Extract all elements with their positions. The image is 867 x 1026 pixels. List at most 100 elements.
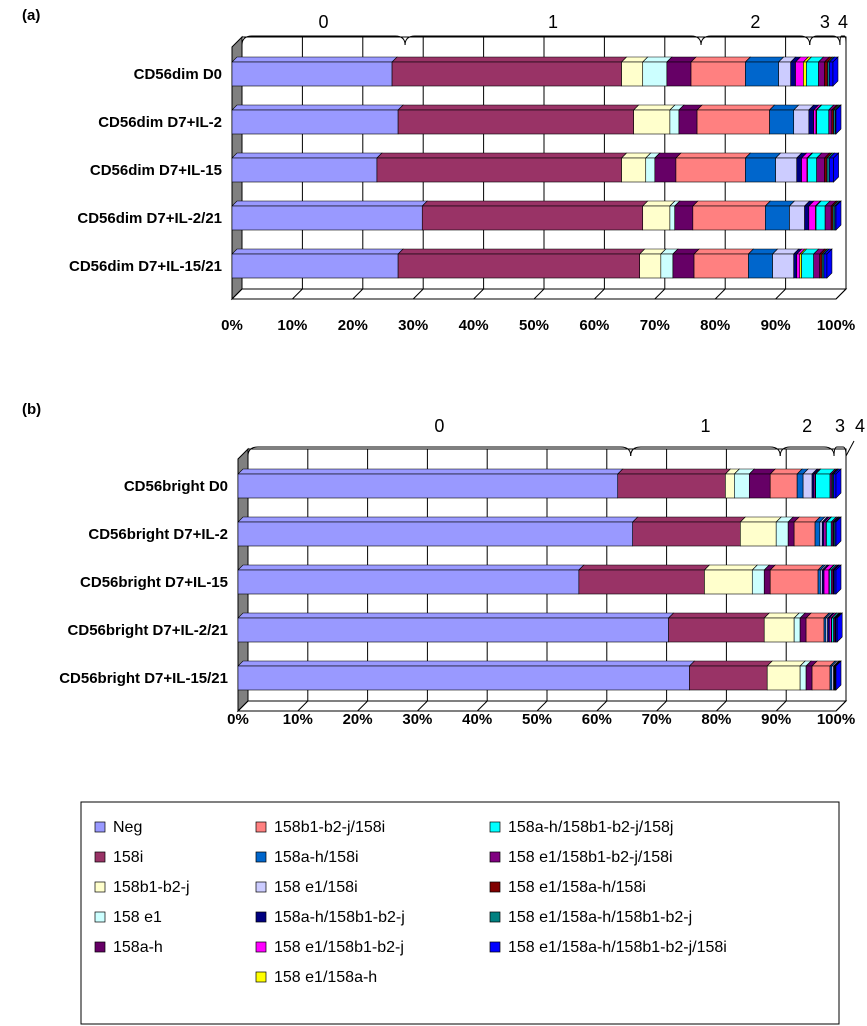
group-brace [779,446,835,457]
bar-segment-top [667,612,770,619]
bar-segment-158b1-b2-j-158i [675,157,746,183]
group-brace [700,35,811,46]
bar-segment-158b1-b2-j [633,109,671,135]
gridline-floor [417,700,428,712]
bar-segment-top [766,660,806,667]
bar-end-face [835,516,842,547]
bar-segment-158-e1-158b1-b2-j [823,569,830,595]
legend-entry: 158b1-b2-j/158i [274,819,385,836]
category-label: CD56bright D7+IL-2 [88,526,228,543]
bar-segment-158-e1-158b1-b2-j [813,109,817,135]
legend-swatch [255,971,267,983]
bar-segment-top [231,152,383,159]
group-brace [247,446,632,457]
bar-segment-top [632,104,676,111]
bar-end-face [832,56,839,87]
bar-segment-neg [231,205,423,231]
bar-segment-158a-h [799,617,807,643]
group-brace [833,446,847,457]
gridline-floor [596,700,608,712]
bar-segment-158-e1-158b1-b2-j [801,157,808,183]
legend-entry: Neg [113,819,142,836]
bar-segment-158a-h-158b1-b2-j [790,61,796,87]
group-tick [845,440,855,457]
bar-segment-158a-h-158i [796,473,804,499]
bar-segment-158-e1-158a-h-158b1-b2-j [826,157,830,183]
bar-segment-158-e1-158a-h-158b1-b2-j-158i [829,157,834,183]
bar-segment-158-e1 [799,665,807,691]
legend-swatch [489,881,501,893]
bar-segment-158-e1 [645,157,656,183]
bar-segment-top [631,516,747,523]
bar-segment-top [675,152,752,159]
bar-segment-top [692,200,772,207]
bar-segment-158b1-b2-j-158i [696,109,770,135]
legend-swatch [94,911,106,923]
bar-segment-158i [617,473,726,499]
bar-segment-158a-h-158b1-b2-j-158j [815,205,826,231]
legend-entry: 158 e1 [113,909,162,926]
group-label: 4 [838,12,848,32]
gridline-floor [714,288,726,300]
bar-segment-top [744,152,782,159]
bar-segment-top [397,248,646,255]
bar-segment-158-e1-158i [789,205,805,231]
legend-entry: 158b1-b2-j [113,879,190,896]
bar-segment-158-e1-158i [772,253,795,279]
bar-segment-158a-h-158i [765,205,790,231]
bar-segment-158b1-b2-j-158i [811,665,831,691]
group-label: 0 [434,416,444,436]
legend-entry: 158a-h/158i [274,849,359,866]
legend-swatch [255,851,267,863]
bar-segment-top [231,200,428,207]
legend-entry: 158 e1/158a-h/158b1-b2-j/158i [508,939,727,956]
legend: Neg 158i 158b1-b2-j 158 e1 158a-h 158b1-b2-j/… [80,801,840,1025]
bar-segment-158b1-b2-j [642,205,671,231]
x-tick-label: 50% [522,711,552,728]
bar-segment-158b1-b2-j-158i [692,205,766,231]
bar-segment-158b1-b2-j [766,665,801,691]
bar-segment-158-e1-158b1-b2-j-158i [818,61,825,87]
bar-segment-158-e1-158a-h-158i [824,157,828,183]
bar-segment-158-e1-158i [778,61,791,87]
bar-end-face [833,152,839,183]
bar-segment-top [421,200,649,207]
legend-swatch [94,941,106,953]
gridline-floor [473,288,484,300]
bar-segment-top [237,468,624,475]
legend-box [80,801,840,1025]
x-tick-label: 100% [817,317,855,334]
legend-swatch [255,821,267,833]
x-tick-label: 70% [642,711,672,728]
panel-a-chart: (a) 0% 10% 20% 30% 40% 50% 60% 70% 80% 90% 100% CD56… [22,7,855,334]
legend-swatch [489,821,501,833]
x-tick-label: 80% [700,317,730,334]
bar-segment-158-e1-158a-h-158i [819,253,823,279]
bar-segment-top [231,56,398,63]
bar-segment-158a-h [678,109,698,135]
gridline-floor [835,700,847,712]
bar-segment-158-e1-158a-h-158b1-b2-j-158i [823,253,828,279]
bar-segment-158a-h-158b1-b2-j [793,253,798,279]
x-tick-label: 20% [338,317,368,334]
bar-segment-158a-h-158i [748,253,773,279]
x-tick-label: 90% [761,317,791,334]
bar-segment-158a-h [787,521,795,547]
x-tick-label: 100% [817,711,855,728]
bar-end-face [836,612,843,643]
category-label: CD56bright D7+IL-15/21 [59,670,228,687]
bar-segment-158-e1 [660,253,674,279]
gridline-floor [775,288,786,300]
bar-segment-top [641,200,676,207]
group-brace [404,35,702,46]
group-brace [630,446,781,457]
legend-entry: 158 e1/158a-h [274,969,377,986]
bar-segment-top [578,564,711,571]
bar-segment-158b1-b2-j [763,617,795,643]
gridline-floor [654,288,666,300]
bar-segment-neg [237,569,580,595]
bar-segment-neg [237,521,633,547]
bar-segment-neg [237,665,690,691]
bar-segment-158b1-b2-j [725,473,735,499]
bar-segment-158a-h-158b1-b2-j [796,157,802,183]
